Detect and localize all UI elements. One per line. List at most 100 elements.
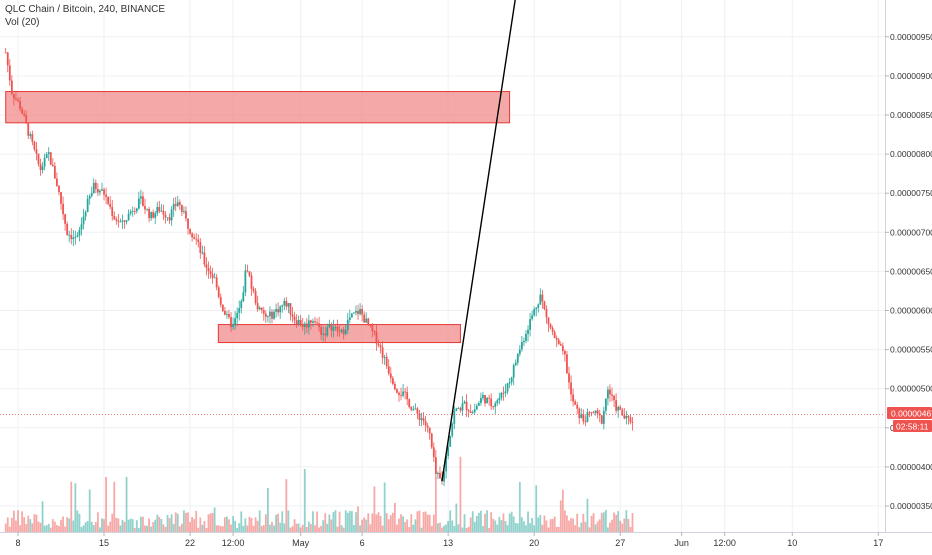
candle-body xyxy=(557,339,560,345)
volume-bar xyxy=(248,516,251,532)
candle-body xyxy=(340,329,343,332)
candle-body xyxy=(273,311,275,319)
volume-bar xyxy=(78,513,81,532)
candle-body xyxy=(277,309,280,313)
volume-bar xyxy=(432,514,435,532)
candle-body xyxy=(443,471,445,482)
candle-body xyxy=(305,323,308,328)
price-tag-countdown: 02:58:11 xyxy=(896,422,929,432)
volume-bar xyxy=(631,513,634,532)
volume-bar xyxy=(45,525,48,532)
candle-body xyxy=(426,425,429,428)
candle-body xyxy=(549,324,552,328)
candle-body xyxy=(555,338,558,340)
price-tick-label: 0.00000350 xyxy=(890,501,932,511)
candle-body xyxy=(371,325,374,331)
volume-bar xyxy=(516,523,519,532)
volume-bar xyxy=(223,517,226,532)
volume-bar xyxy=(178,526,181,532)
candle-body xyxy=(488,397,491,399)
volume-bar xyxy=(250,518,253,532)
candle-body xyxy=(25,115,28,123)
candle-body xyxy=(201,252,204,254)
volume-bar xyxy=(486,510,488,532)
candle-body xyxy=(219,297,222,305)
volume-bar xyxy=(602,512,605,532)
volume-bar xyxy=(508,513,511,532)
candle-body xyxy=(213,277,216,279)
candle-body xyxy=(525,333,527,341)
candle-body xyxy=(553,331,556,339)
volume-bar xyxy=(383,482,386,532)
volume-bar xyxy=(301,524,304,532)
time-tick-label: 27 xyxy=(615,538,625,548)
time-tick-label: Jun xyxy=(674,538,689,548)
volume-bar xyxy=(107,525,110,532)
candle-body xyxy=(469,411,472,413)
volume-bar xyxy=(430,525,433,532)
candle-body xyxy=(506,383,509,392)
trend-line[interactable] xyxy=(441,0,818,482)
candle-body xyxy=(207,267,210,272)
candle-body xyxy=(166,217,169,219)
volume-bar xyxy=(465,527,468,532)
volume-bar xyxy=(144,525,146,532)
candle-body xyxy=(195,238,198,240)
volume-bar xyxy=(314,525,316,532)
time-tick-label: 12:00 xyxy=(713,538,736,548)
volume-bar xyxy=(154,519,157,532)
time-axis[interactable]: 8 15 22 12:00 May 6 13 20 27 Jun 12:00 10 17 xyxy=(15,532,883,548)
candle-body xyxy=(584,421,587,423)
candle-body xyxy=(283,300,286,306)
candle-body xyxy=(391,378,394,384)
candle-body xyxy=(191,233,194,238)
candle-body xyxy=(590,412,593,414)
time-tick-label: 6 xyxy=(360,538,365,548)
candle-body xyxy=(545,309,548,318)
candle-body xyxy=(301,325,304,327)
candle-body xyxy=(496,400,499,404)
volume-bar xyxy=(541,524,544,532)
volume-bar xyxy=(584,521,587,532)
candle-body xyxy=(625,415,628,419)
candle-body xyxy=(393,383,396,390)
candle-body xyxy=(146,208,148,210)
volume-bar xyxy=(564,510,566,532)
candle-body xyxy=(51,164,54,166)
volume-bar xyxy=(348,510,351,532)
time-tick-label: 15 xyxy=(99,538,109,548)
volume-bar xyxy=(627,518,630,532)
candle-body xyxy=(594,410,597,413)
candle-body xyxy=(299,319,302,326)
volume-bar xyxy=(80,527,83,532)
volume-bar xyxy=(488,527,491,532)
candle-body xyxy=(41,166,44,170)
candle-body xyxy=(158,207,161,212)
candle-body xyxy=(150,212,153,219)
volume-bar xyxy=(414,519,417,532)
candle-body xyxy=(498,397,501,401)
volume-bar xyxy=(285,479,288,532)
candle-body xyxy=(19,101,21,109)
candle-body xyxy=(404,391,407,393)
volume-bar xyxy=(330,519,333,532)
candle-body xyxy=(533,309,536,316)
volume-bar xyxy=(82,525,85,532)
candle-body xyxy=(350,313,353,318)
candle-body xyxy=(66,223,69,236)
candle-body xyxy=(543,301,546,310)
volume-bar xyxy=(514,523,517,532)
price-axis[interactable]: 0.000003500.000004000.000004500.00000500… xyxy=(885,32,932,511)
candle-body xyxy=(518,349,521,355)
candle-body xyxy=(211,274,214,278)
candle-body xyxy=(70,235,73,240)
candle-body xyxy=(383,356,386,358)
volume-bar xyxy=(455,503,458,532)
candle-body xyxy=(269,311,271,317)
volume-bar xyxy=(342,527,345,532)
volume-bar xyxy=(473,521,476,532)
candle-body xyxy=(447,446,450,456)
candle-body xyxy=(621,409,624,416)
volume-bar xyxy=(27,515,30,532)
